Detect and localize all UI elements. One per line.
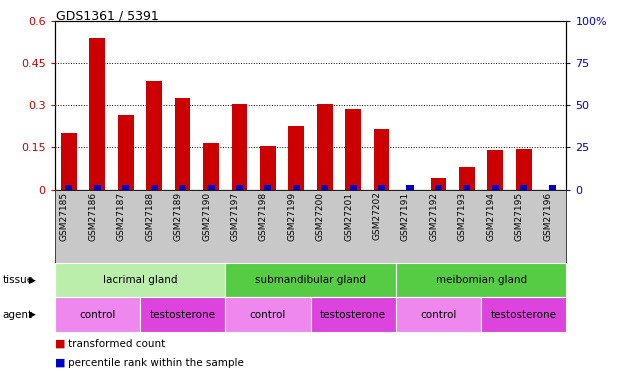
Text: GSM27193: GSM27193 (458, 192, 467, 241)
Text: GSM27198: GSM27198 (259, 192, 268, 241)
Text: GSM27186: GSM27186 (88, 192, 97, 241)
Text: control: control (79, 310, 116, 320)
Bar (122, 184, 129, 190)
Text: GSM27197: GSM27197 (230, 192, 240, 241)
Text: ▶: ▶ (29, 310, 36, 319)
Text: GSM27187: GSM27187 (117, 192, 125, 241)
Text: GSM27201: GSM27201 (344, 192, 353, 241)
Text: agent: agent (2, 310, 33, 320)
Text: control: control (420, 310, 456, 320)
Text: ■: ■ (55, 339, 65, 349)
Text: lacrimal gland: lacrimal gland (102, 275, 177, 285)
Bar (378, 184, 385, 190)
Bar (118, 115, 134, 190)
Text: transformed count: transformed count (68, 339, 166, 349)
Text: GSM27192: GSM27192 (430, 192, 438, 241)
Text: submandibular gland: submandibular gland (255, 275, 366, 285)
Bar (492, 184, 499, 190)
Bar (321, 184, 329, 190)
Bar (265, 184, 271, 190)
Bar (65, 184, 73, 190)
Text: GSM27199: GSM27199 (288, 192, 296, 241)
Bar (520, 184, 527, 190)
Bar (289, 126, 304, 190)
Text: meibomian gland: meibomian gland (435, 275, 527, 285)
Text: percentile rank within the sample: percentile rank within the sample (68, 358, 244, 368)
Bar (435, 184, 442, 190)
Text: GSM27185: GSM27185 (60, 192, 69, 241)
Bar (350, 184, 356, 190)
Bar (292, 184, 300, 190)
Bar (203, 143, 219, 190)
Text: testosterone: testosterone (150, 310, 215, 320)
Bar (407, 184, 414, 190)
Text: GSM27196: GSM27196 (543, 192, 552, 241)
Bar (151, 184, 158, 190)
Bar (487, 150, 503, 190)
Bar (516, 149, 532, 190)
Bar (374, 129, 389, 190)
Bar (548, 184, 556, 190)
Bar (317, 104, 332, 190)
Text: GSM27194: GSM27194 (486, 192, 496, 241)
Text: GSM27195: GSM27195 (515, 192, 524, 241)
Text: testosterone: testosterone (491, 310, 556, 320)
Bar (232, 104, 247, 190)
Text: GSM27188: GSM27188 (145, 192, 154, 241)
Bar (94, 184, 101, 190)
Bar (430, 178, 446, 190)
Bar (459, 167, 474, 190)
Text: tissue: tissue (2, 275, 34, 285)
Text: control: control (250, 310, 286, 320)
Bar (147, 81, 162, 190)
Text: GSM27200: GSM27200 (315, 192, 325, 241)
Text: GSM27191: GSM27191 (401, 192, 410, 241)
Text: ▶: ▶ (29, 276, 36, 285)
Bar (207, 184, 214, 190)
Text: testosterone: testosterone (320, 310, 386, 320)
Bar (175, 98, 191, 190)
Text: GSM27190: GSM27190 (202, 192, 211, 241)
Bar (61, 134, 76, 190)
Bar (236, 184, 243, 190)
Text: ■: ■ (55, 358, 65, 368)
Bar (345, 110, 361, 190)
Bar (260, 146, 276, 190)
Bar (463, 184, 470, 190)
Text: GSM27202: GSM27202 (373, 192, 381, 240)
Bar (89, 38, 105, 190)
Bar (179, 184, 186, 190)
Text: GSM27189: GSM27189 (174, 192, 183, 241)
Text: GDS1361 / 5391: GDS1361 / 5391 (56, 9, 158, 22)
